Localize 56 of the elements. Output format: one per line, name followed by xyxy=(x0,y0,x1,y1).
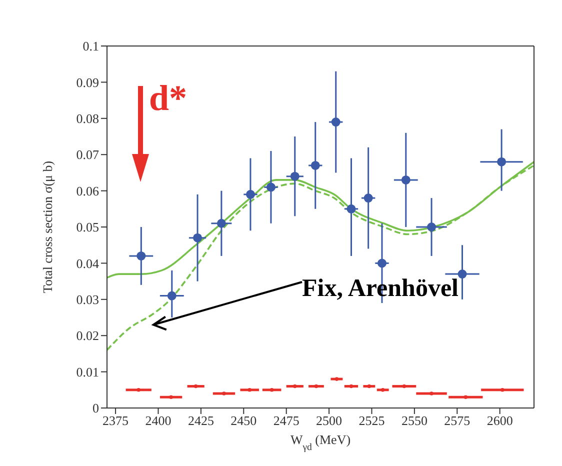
point xyxy=(194,384,198,388)
y-tick-label: 0.06 xyxy=(76,183,100,198)
y-axis-title: Total cross section σ(μ b) xyxy=(40,160,55,294)
point xyxy=(270,388,274,392)
x-axis-title: W$_{γd}$ (MeV) xyxy=(290,432,351,452)
point xyxy=(136,388,140,392)
point xyxy=(380,388,385,392)
x-tick-label: 2600 xyxy=(486,413,513,428)
point xyxy=(430,392,434,396)
point xyxy=(401,175,410,184)
y-tick-label: 0.03 xyxy=(76,292,99,308)
point xyxy=(377,258,386,268)
x-tick-label: 2400 xyxy=(145,413,172,428)
y-tick-label: 0.05 xyxy=(76,220,99,235)
point xyxy=(331,118,340,127)
point xyxy=(193,233,202,242)
point xyxy=(346,204,356,214)
x-tick-label: 2375 xyxy=(102,413,129,428)
y-tick-label: 0.09 xyxy=(76,74,99,90)
point xyxy=(367,384,372,388)
point xyxy=(349,384,354,388)
annotation: d* xyxy=(149,78,188,118)
y-tick-label: 0.02 xyxy=(76,328,99,344)
y-tick-label: 0 xyxy=(92,400,99,416)
point xyxy=(497,157,506,166)
point xyxy=(314,384,318,388)
x-tick-label: 2500 xyxy=(316,413,342,428)
x-tick-label: 2575 xyxy=(444,413,470,428)
point xyxy=(136,251,146,260)
point xyxy=(500,388,504,392)
y-tick-label: 0.08 xyxy=(76,111,99,126)
point xyxy=(427,222,436,232)
point xyxy=(222,392,226,396)
point xyxy=(334,377,339,381)
point xyxy=(464,395,468,400)
point xyxy=(292,384,297,388)
line-series xyxy=(107,164,534,351)
point xyxy=(290,172,300,181)
point xyxy=(402,384,406,388)
point xyxy=(364,194,373,203)
point xyxy=(458,270,467,279)
x-tick-label: 2450 xyxy=(230,413,257,428)
y-tick-label: 0.04 xyxy=(76,256,100,271)
x-tick-label: 2425 xyxy=(188,413,214,428)
x-tick-label: 2475 xyxy=(273,413,300,428)
point xyxy=(167,291,176,300)
x-tick-label: 2525 xyxy=(358,413,385,428)
point xyxy=(310,160,320,170)
y-tick-label: 0.07 xyxy=(76,147,100,162)
point xyxy=(248,388,252,392)
point xyxy=(246,190,255,199)
point xyxy=(266,182,276,192)
point xyxy=(216,218,226,228)
y-tick-label: 0.1 xyxy=(82,38,99,54)
x-tick-label: 2550 xyxy=(401,413,428,428)
y-tick-label: 0.01 xyxy=(76,364,99,380)
